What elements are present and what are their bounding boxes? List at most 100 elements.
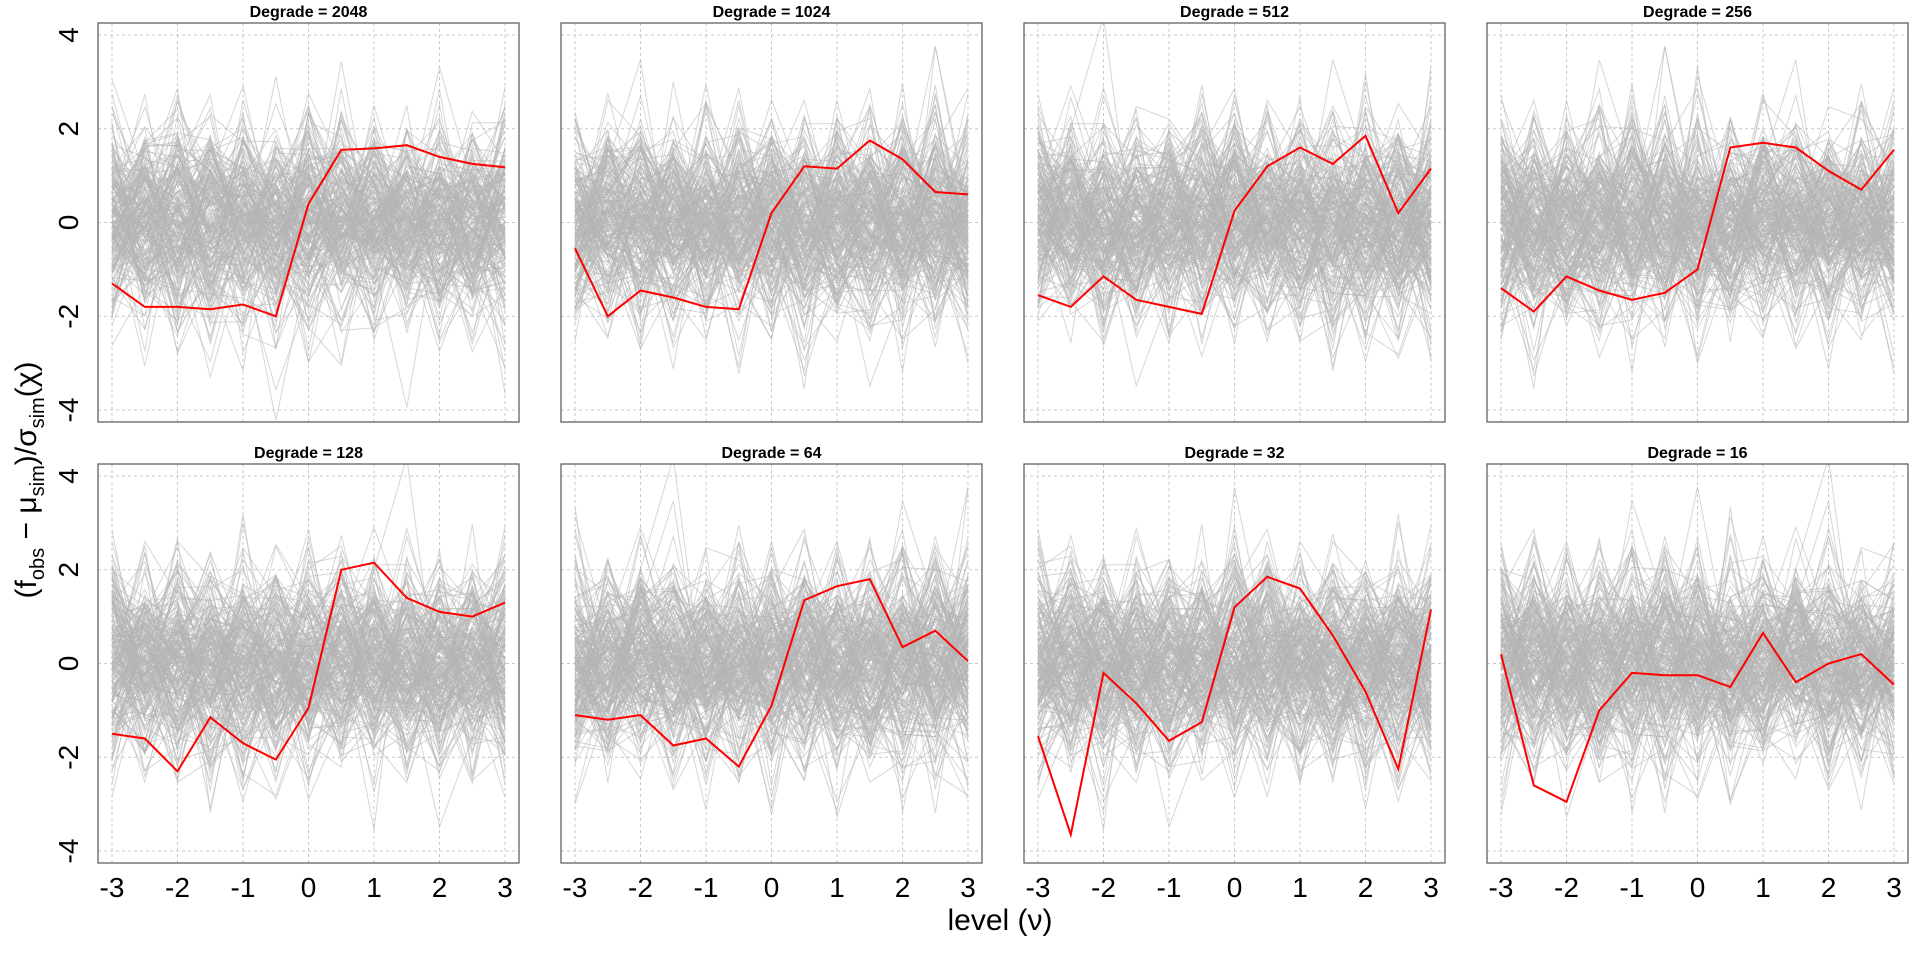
simulated-series-line	[1500, 149, 1895, 268]
simulated-series-line	[111, 617, 506, 716]
panel-2: Degrade = 1024	[560, 4, 983, 423]
x-tick-label: 3	[1423, 872, 1439, 903]
simulated-series-line	[1037, 184, 1432, 316]
simulated-series-line	[1037, 559, 1432, 710]
simulated-series-line	[574, 516, 969, 764]
y-tick-label: -2	[53, 304, 84, 329]
simulated-series-line	[1037, 117, 1432, 282]
simulated-series-line	[1500, 579, 1895, 716]
simulated-series-line	[111, 88, 506, 280]
simulated-series-line	[1500, 100, 1895, 300]
x-tick-label: 1	[829, 872, 845, 903]
simulated-series-line	[1500, 157, 1895, 323]
simulated-series-line	[574, 606, 969, 738]
simulated-series-line	[1500, 634, 1895, 761]
simulated-series-line	[1500, 105, 1895, 361]
simulated-series-line	[1037, 158, 1432, 304]
simulated-series-line	[111, 557, 506, 784]
simulated-series-line	[1500, 555, 1895, 754]
simulated-series-line	[1500, 506, 1895, 781]
simulated-series-line	[574, 584, 969, 752]
simulated-series-line	[1037, 578, 1432, 803]
simulated-series-line	[1037, 176, 1432, 315]
simulated-series-line	[574, 167, 969, 320]
x-tick-label: 2	[432, 872, 448, 903]
simulated-series-line	[574, 154, 969, 305]
panel-frame	[1486, 22, 1909, 423]
simulated-series-line	[1037, 128, 1432, 388]
simulated-series-line	[574, 546, 969, 744]
panel-5: Degrade = 128 -4 -2 0 2 4 -3 -2 -1 0 1 2 3	[53, 445, 520, 903]
simulated-series-line	[574, 601, 969, 796]
simulated-series-line	[1037, 540, 1432, 752]
panel-title: Degrade = 1024	[713, 4, 831, 21]
simulated-series-line	[111, 93, 506, 238]
simulated-series-line	[574, 587, 969, 751]
simulated-series-line	[111, 555, 506, 733]
simulated-series-line	[574, 101, 969, 289]
simulated-series-line	[111, 153, 506, 253]
simulated-series-line	[1500, 117, 1895, 296]
simulated-series-line	[574, 590, 969, 714]
simulated-series-line	[574, 550, 969, 741]
simulated-series-line	[1037, 596, 1432, 725]
simulated-series-line	[111, 585, 506, 741]
simulated-series-line	[1037, 611, 1432, 768]
simulated-series-line	[1037, 577, 1432, 750]
simulated-series-line	[111, 150, 506, 313]
panel-title: Degrade = 512	[1180, 4, 1289, 21]
x-tick-label: 0	[1690, 872, 1706, 903]
simulated-series-line	[574, 93, 969, 319]
simulated-series-line	[1037, 125, 1432, 315]
simulated-series-line	[574, 142, 969, 296]
simulated-series-line	[574, 86, 969, 310]
simulated-series-line	[1500, 569, 1895, 707]
x-tick-label: 0	[764, 872, 780, 903]
simulated-series-line	[574, 614, 969, 713]
simulated-series-line	[1037, 527, 1432, 739]
x-tick-label: 2	[1821, 872, 1837, 903]
simulated-series-line	[111, 579, 506, 732]
simulated-series-line	[111, 149, 506, 327]
simulated-series-line	[1500, 644, 1895, 797]
simulated-series-line	[1037, 93, 1432, 319]
observed-series-line	[1037, 575, 1432, 839]
simulated-series-line	[1500, 525, 1895, 713]
x-tick-label: -2	[1091, 872, 1116, 903]
simulated-series-line	[1037, 595, 1432, 753]
simulated-series-line	[574, 588, 969, 718]
simulated-series-line	[111, 557, 506, 769]
simulated-series-line	[111, 593, 506, 737]
y-tick-label: 4	[53, 27, 84, 43]
simulated-series-line	[1500, 146, 1895, 302]
y-tick-label: 0	[53, 215, 84, 231]
simulated-series-line	[111, 586, 506, 747]
simulated-series-line	[574, 125, 969, 245]
simulated-series-line	[111, 119, 506, 268]
x-axis-title: level (ν)	[947, 904, 1052, 937]
simulated-series-line	[1500, 160, 1895, 295]
x-tick-label: -3	[1026, 872, 1051, 903]
simulated-series-line	[1500, 535, 1895, 726]
simulated-series-line	[1037, 158, 1432, 305]
x-tick-label: -2	[165, 872, 190, 903]
simulated-series-line	[111, 136, 506, 320]
simulated-series-line	[1500, 174, 1895, 319]
x-tick-label: -3	[100, 872, 125, 903]
simulated-series-line	[111, 607, 506, 751]
simulated-series-line	[1037, 524, 1432, 733]
simulated-series-line	[111, 217, 506, 296]
simulated-series-line	[1500, 188, 1895, 343]
simulated-series-line	[111, 153, 506, 297]
simulated-series-line	[111, 598, 506, 716]
simulated-series-line	[1037, 84, 1432, 315]
simulated-series-line	[1500, 197, 1895, 271]
y-tick-label: -2	[53, 745, 84, 770]
simulated-series-line	[574, 602, 969, 741]
panel-frame	[1023, 463, 1446, 864]
simulated-series-line	[1037, 561, 1432, 746]
panel-title: Degrade = 16	[1647, 445, 1747, 462]
simulated-series-line	[1037, 129, 1432, 268]
simulated-series-line	[1500, 597, 1895, 741]
simulated-series-line	[1037, 597, 1432, 739]
